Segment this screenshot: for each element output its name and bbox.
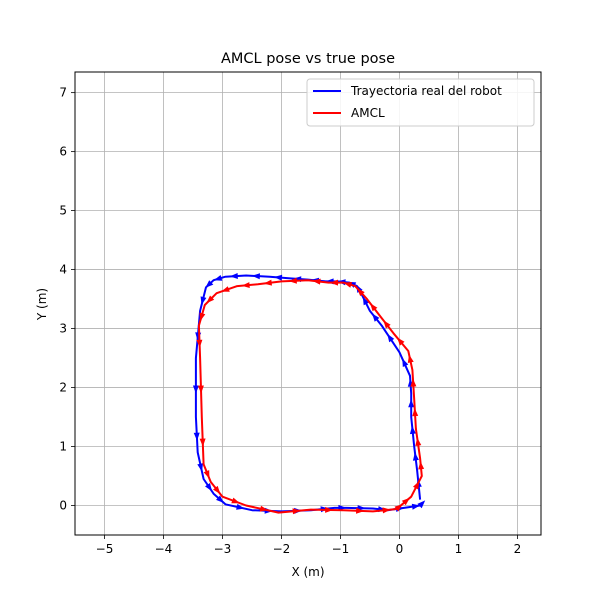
pose-arrow-0 [417,500,426,509]
legend-label-amcl: AMCL [351,106,385,120]
y-tick-label: 4 [59,263,67,277]
x-tick-label: 1 [455,542,463,556]
y-tick-label: 1 [59,440,67,454]
x-axis-label: X (m) [291,565,324,579]
pose-arrow-1 [241,282,250,288]
pose-arrow-1 [288,277,297,284]
pose-arrow-1 [259,505,269,512]
pose-arrow-0 [197,463,204,472]
pose-arrow-0 [200,296,207,305]
pose-arrow-1 [407,354,414,363]
series-layer [192,273,426,515]
pose-arrow-1 [343,282,353,288]
series-line-1 [197,279,423,514]
x-tick-label: 2 [514,542,522,556]
pose-arrow-1 [196,339,203,348]
pose-arrow-1 [221,286,230,292]
y-tick-label: 5 [59,204,67,218]
pose-arrow-1 [199,312,206,322]
pose-arrow-0 [402,358,409,367]
pose-arrow-1 [412,408,419,417]
y-tick-label: 0 [59,499,67,513]
pose-arrow-1 [292,508,301,515]
legend-label-trayectoria: Trayectoria real del robot [350,84,502,98]
y-tick-label: 7 [59,86,67,100]
pose-arrow-0 [216,495,224,503]
pose-arrow-1 [394,504,403,512]
pose-arrow-1 [410,378,417,387]
y-tick-label: 2 [59,381,67,395]
y-tick-label: 6 [59,145,67,159]
y-tick-label: 3 [59,322,67,336]
pose-arrow-1 [413,481,420,490]
pose-arrow-0 [409,425,416,435]
pose-arrow-0 [192,385,199,394]
pose-arrow-1 [418,461,425,470]
pose-arrow-1 [356,507,365,514]
pose-arrow-0 [213,275,223,281]
pose-arrow-0 [408,399,415,408]
x-tick-label: −1 [332,542,350,556]
pose-arrow-1 [213,485,221,494]
pose-arrow-1 [415,437,422,446]
legend: Trayectoria real del robot AMCL [306,78,535,127]
pose-arrow-0 [372,313,380,322]
pose-arrow-1 [197,385,204,394]
pose-arrow-1 [206,295,215,304]
series-line-0 [194,274,423,513]
chart-title: AMCL pose vs true pose [221,51,395,67]
ticks: −5 −4 −3 −2 −1 0 1 2 0 1 2 3 4 5 6 7 [59,86,521,556]
pose-arrow-0 [387,333,395,343]
pose-arrow-1 [199,438,206,447]
legend-box [306,78,535,127]
pose-arrow-1 [370,303,378,312]
pose-arrow-1 [325,506,334,513]
pose-arrow-0 [411,503,421,510]
pose-arrow-0 [229,273,238,279]
pose-arrow-0 [193,432,200,441]
pose-arrow-1 [383,320,391,329]
pose-arrow-1 [357,288,365,297]
pose-arrow-1 [263,279,272,286]
x-tick-label: −3 [214,542,232,556]
pose-arrow-1 [312,278,321,285]
plot-frame [74,71,542,536]
pose-arrow-0 [236,503,245,510]
x-tick-label: −4 [155,542,173,556]
pose-arrow-1 [203,470,210,479]
x-tick-label: −2 [273,542,291,556]
y-axis-label: Y (m) [35,288,49,321]
pose-arrow-1 [231,497,240,504]
pose-arrow-1 [330,279,338,286]
pose-arrow-1 [401,497,410,506]
x-tick-label: −5 [96,542,114,556]
x-tick-label: 0 [396,542,404,556]
pose-arrow-0 [205,483,212,492]
pose-arrow-0 [274,274,283,281]
pose-arrow-1 [382,507,391,514]
grid [75,72,541,535]
pose-arrow-0 [251,273,260,280]
pose-arrow-1 [397,337,405,346]
pose-arrow-0 [362,296,370,306]
pose-arrow-0 [412,452,419,461]
pose-arrow-0 [205,280,214,288]
